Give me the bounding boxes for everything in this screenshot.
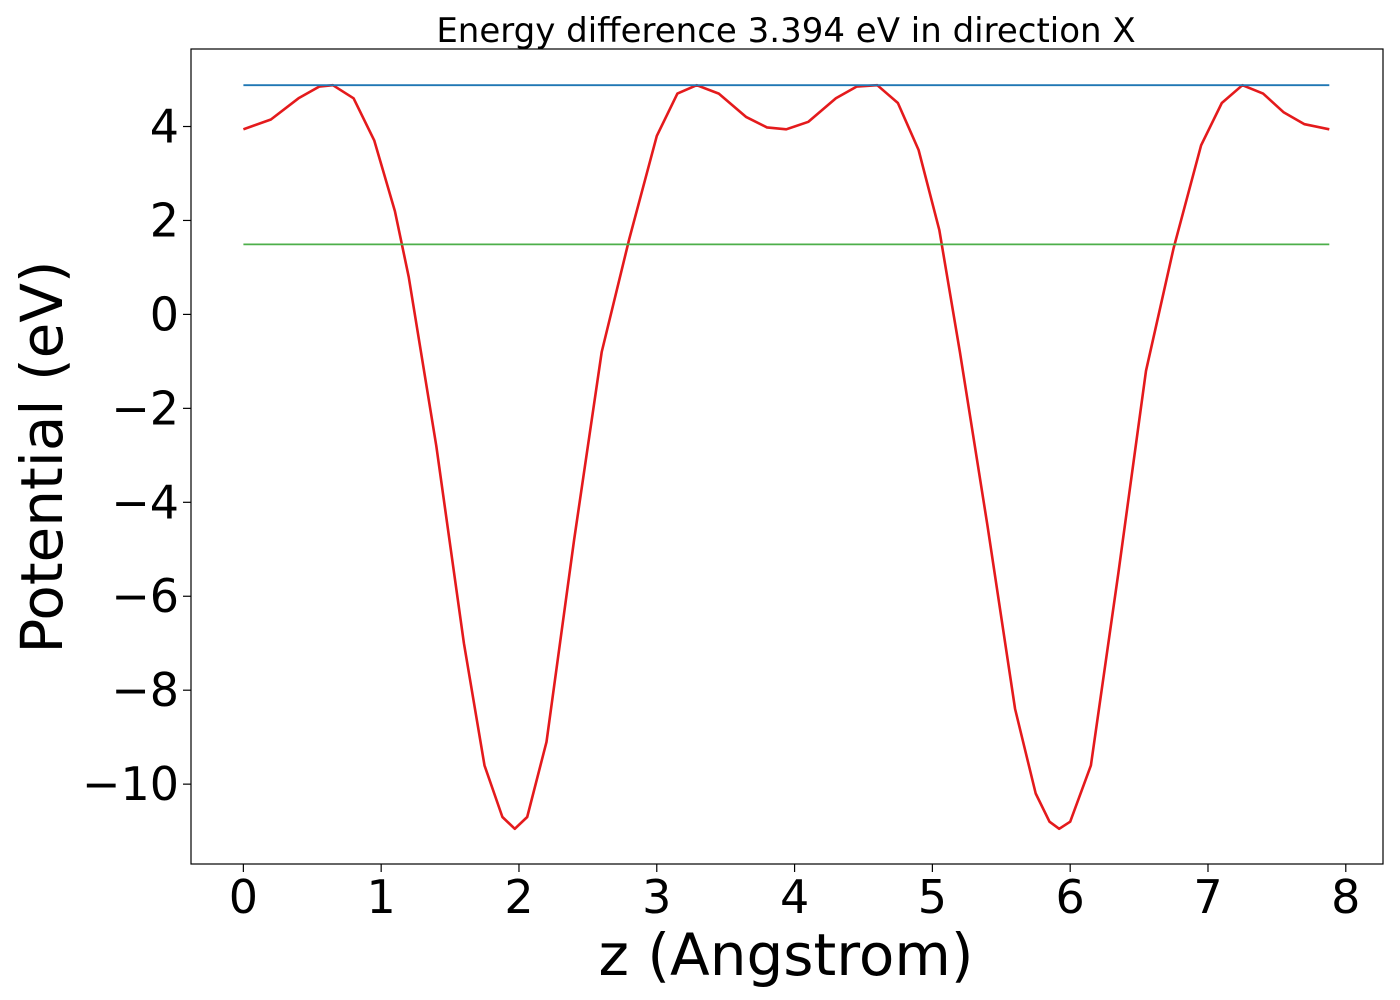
y-tick-label: 0: [150, 287, 179, 341]
chart-title: Energy difference 3.394 eV in direction …: [436, 11, 1135, 51]
x-axis-label: z (Angstrom): [599, 921, 974, 989]
x-tick-label: 6: [1056, 870, 1085, 924]
y-tick-label: −6: [111, 569, 179, 623]
y-tick-label: −8: [111, 663, 179, 717]
plot-frame: [190, 48, 1384, 865]
x-tick-label: 5: [918, 870, 947, 924]
x-tick-label: 8: [1331, 870, 1360, 924]
series-line-0: [242, 83, 1330, 831]
x-tick-label: 4: [780, 870, 809, 924]
plot-area: 0 1 2 3 4 5 6 7 8 4 2 0 −2 −4 −6 −8 −10: [82, 48, 1384, 924]
x-tick-label: 3: [642, 870, 671, 924]
x-tick-label: 0: [229, 870, 258, 924]
y-tick-label: 2: [150, 193, 179, 247]
y-tick-label: −10: [82, 757, 179, 811]
x-tick-label: 7: [1193, 870, 1222, 924]
x-tick-label: 1: [367, 870, 396, 924]
y-axis-label: Potential (eV): [8, 260, 76, 653]
y-tick-label: 4: [150, 100, 179, 154]
y-tick-label: −2: [111, 381, 179, 435]
x-tick-label: 2: [504, 870, 533, 924]
y-tick-label: −4: [111, 475, 179, 529]
